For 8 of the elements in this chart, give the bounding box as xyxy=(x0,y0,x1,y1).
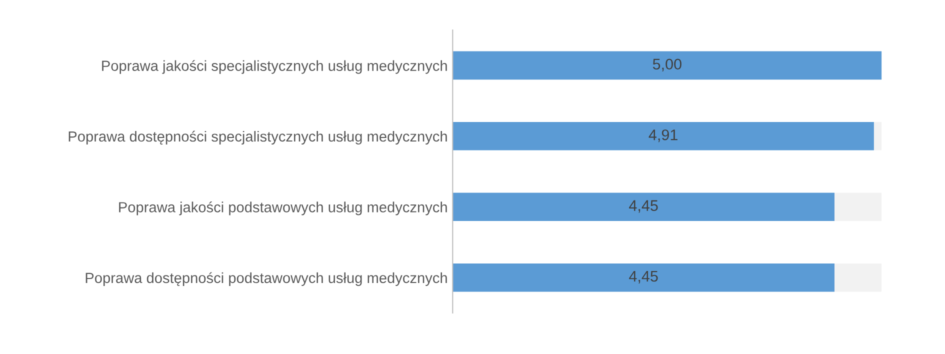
data-label: 4,91 xyxy=(648,129,678,142)
data-label: 4,45 xyxy=(629,271,658,284)
y-tick-label: Poprawa jakości specjalistycznych usług medycznych xyxy=(102,60,447,74)
data-label: 4,45 xyxy=(629,200,658,213)
y-tick-label: Poprawa jakości podstawowych usług medycznych xyxy=(119,202,447,216)
data-label: 5,00 xyxy=(652,58,682,72)
y-tick-label: Poprawa dostępności podstawowych usług medycznych xyxy=(86,272,447,286)
y-tick-label: Poprawa dostępności specjalistycznych usług medycznych xyxy=(68,130,447,145)
